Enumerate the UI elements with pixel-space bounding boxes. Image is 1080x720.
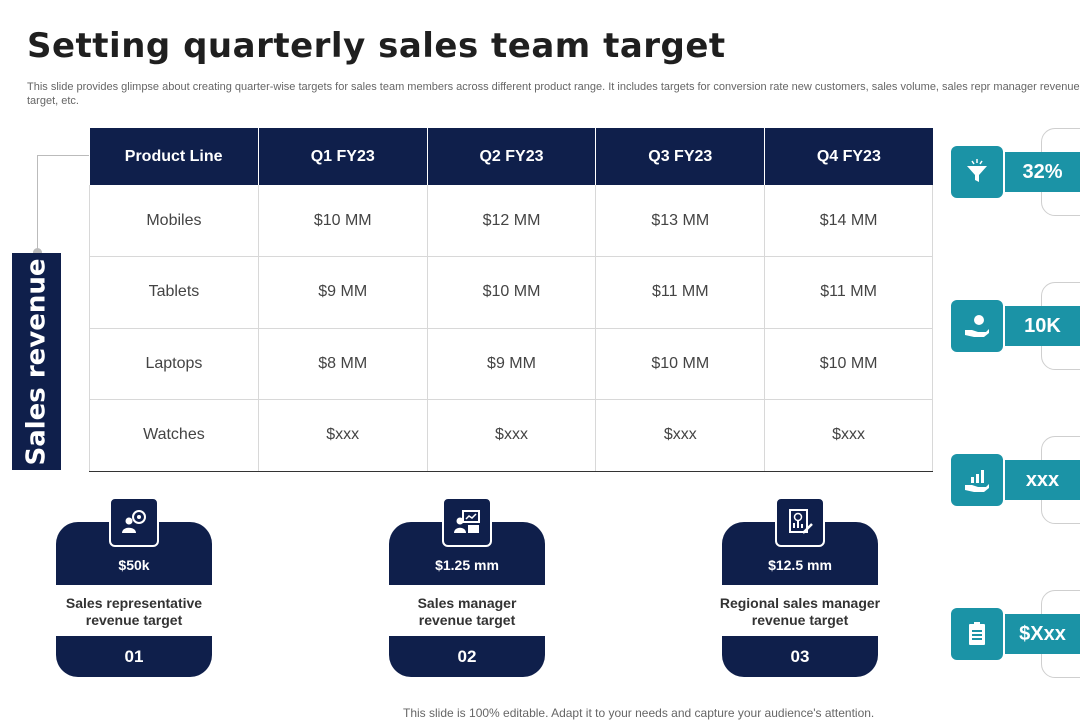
table-header: Q3 FY23: [595, 128, 766, 185]
table-cell: $11 MM: [764, 256, 933, 329]
table-row: Watches $xxx $xxx $xxx $xxx: [89, 399, 933, 472]
side-label: Sales revenue: [12, 253, 61, 470]
card-label-line: revenue target: [751, 612, 849, 628]
kpi-value: xxx: [1005, 460, 1080, 500]
table-cell: $10 MM: [258, 185, 428, 257]
funnel-icon: [951, 146, 1003, 198]
sales-target-table: Product Line Q1 FY23 Q2 FY23 Q3 FY23 Q4 …: [89, 128, 933, 472]
table-cell: Watches: [89, 399, 259, 472]
connector-line: [37, 155, 38, 251]
table-header: Q2 FY23: [427, 128, 597, 185]
kpi-value: 10K: [1005, 306, 1080, 346]
page-subtitle: This slide provides glimpse about creati…: [27, 81, 1080, 107]
side-label-text: Sales revenue: [21, 257, 52, 466]
table-cell: $12 MM: [427, 185, 597, 257]
table-header: Q4 FY23: [764, 128, 933, 185]
table-header: Q1 FY23: [258, 128, 428, 185]
clipboard-icon: [951, 608, 1003, 660]
table-cell: $xxx: [764, 399, 933, 472]
target-card: $12.5 mm Regional sales manager revenue …: [720, 497, 880, 677]
card-label: Regional sales manager revenue target: [712, 595, 888, 629]
card-label: Sales manager revenue target: [379, 595, 555, 629]
hand-money-icon: [951, 300, 1003, 352]
connector-dot: [33, 248, 42, 257]
kpi-value: 32%: [1005, 152, 1080, 192]
table-cell: Tablets: [89, 256, 259, 329]
target-card: $50k Sales representative revenue target…: [56, 497, 212, 677]
growth-chart-icon: [951, 454, 1003, 506]
card-amount: $12.5 mm: [722, 522, 878, 585]
table-header-row: Product Line Q1 FY23 Q2 FY23 Q3 FY23 Q4 …: [89, 128, 933, 185]
card-number: 03: [722, 636, 878, 677]
table-cell: Laptops: [89, 328, 259, 400]
table-cell: $10 MM: [427, 256, 597, 329]
card-label-line: revenue target: [418, 612, 516, 628]
table-cell: $13 MM: [595, 185, 766, 257]
card-label-line: revenue target: [85, 612, 183, 628]
card-number: 02: [389, 636, 545, 677]
report-chart-icon: [775, 497, 825, 547]
table-cell: $14 MM: [764, 185, 933, 257]
card-label-line: Sales representative: [65, 595, 203, 611]
page-title: Setting quarterly sales team target: [27, 26, 726, 66]
card-label-line: Regional sales manager: [719, 595, 881, 611]
team-target-icon: [109, 497, 159, 547]
table-cell: $9 MM: [427, 328, 597, 400]
connector-line: [37, 155, 89, 156]
target-card: $1.25 mm Sales manager revenue target 02: [389, 497, 545, 677]
kpi-revenue: $Xxx: [951, 590, 1080, 690]
table-cell: $xxx: [427, 399, 597, 472]
table-cell: $10 MM: [595, 328, 766, 400]
table-row: Tablets $9 MM $10 MM $11 MM $11 MM: [89, 256, 933, 329]
kpi-customers: 10K: [951, 282, 1080, 382]
table-row: Mobiles $10 MM $12 MM $13 MM $14 MM: [89, 185, 933, 257]
presentation-icon: [442, 497, 492, 547]
card-number: 01: [56, 636, 212, 677]
table-cell: $xxx: [258, 399, 428, 472]
kpi-value: $Xxx: [1005, 614, 1080, 654]
footer-note: This slide is 100% editable. Adapt it to…: [403, 706, 875, 720]
table-cell: $xxx: [595, 399, 766, 472]
table-header: Product Line: [89, 128, 259, 185]
table-cell: $11 MM: [595, 256, 766, 329]
card-label: Sales representative revenue target: [46, 595, 222, 629]
table-cell: Mobiles: [89, 185, 259, 257]
kpi-conversion: 32%: [951, 128, 1080, 228]
table-cell: $10 MM: [764, 328, 933, 400]
table-cell: $8 MM: [258, 328, 428, 400]
table-row: Laptops $8 MM $9 MM $10 MM $10 MM: [89, 328, 933, 400]
kpi-volume: xxx: [951, 436, 1080, 536]
card-label-line: Sales manager: [417, 595, 517, 611]
table-cell: $9 MM: [258, 256, 428, 329]
